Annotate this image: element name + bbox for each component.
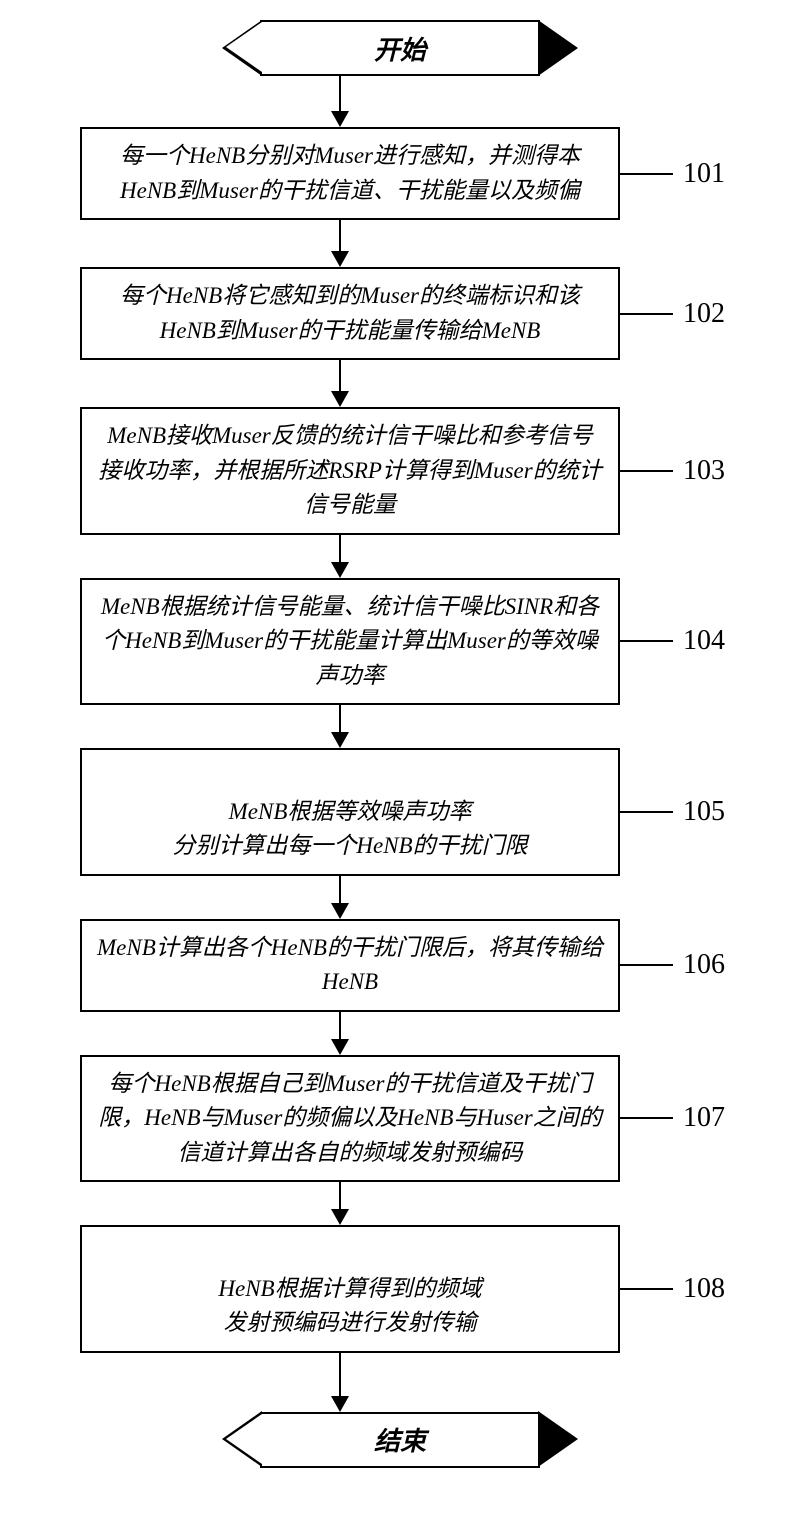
step-label: 102 [683,298,725,330]
process-box: 每个HeNB根据自己到Muser的干扰信道及干扰门限，HeNB与Muser的频偏… [80,1055,620,1183]
process-box: MeNB接收Muser反馈的统计信干噪比和参考信号接收功率，并根据所述RSRP计… [80,407,620,535]
step-label: 101 [683,158,725,190]
start-label: 开始 [374,30,426,67]
process-text: 每个HeNB根据自己到Muser的干扰信道及干扰门限，HeNB与Muser的频偏… [98,1071,601,1165]
label-wrap: 107 [618,1102,725,1134]
process-box: 每一个HeNB分别对Muser进行感知，并测得本HeNB到Muser的干扰信道、… [80,127,620,220]
leader-line [618,313,673,315]
step-108-row: HeNB根据计算得到的频域 发射预编码进行发射传输 108 [10,1225,790,1353]
leader-line [618,964,673,966]
process-box: HeNB根据计算得到的频域 发射预编码进行发射传输 [80,1225,620,1353]
label-wrap: 103 [618,455,725,487]
arrow [331,1012,349,1055]
arrow [331,705,349,748]
process-box: 每个HeNB将它感知到的Muser的终端标识和该HeNB到Muser的干扰能量传… [80,267,620,360]
end-label: 结束 [374,1421,426,1458]
step-106-row: MeNB计算出各个HeNB的干扰门限后，将其传输给HeNB 106 [10,919,790,1012]
step-label: 108 [683,1273,725,1305]
step-104-row: MeNB根据统计信号能量、统计信干噪比SINR和各个HeNB到Muser的干扰能… [10,578,790,706]
arrow [331,535,349,578]
arrow [331,360,349,407]
step-label: 105 [683,796,725,828]
step-101-row: 每一个HeNB分别对Muser进行感知，并测得本HeNB到Muser的干扰信道、… [10,127,790,220]
step-label: 106 [683,949,725,981]
label-wrap: 101 [618,158,725,190]
label-wrap: 102 [618,298,725,330]
step-label: 107 [683,1102,725,1134]
process-text: 每个HeNB将它感知到的Muser的终端标识和该HeNB到Muser的干扰能量传… [120,283,580,343]
leader-line [618,811,673,813]
process-text: MeNB根据统计信号能量、统计信干噪比SINR和各个HeNB到Muser的干扰能… [101,594,599,688]
arrow [331,1182,349,1225]
process-text: HeNB根据计算得到的频域 发射预编码进行发射传输 [218,1276,481,1336]
label-wrap: 104 [618,625,725,657]
label-wrap: 105 [618,796,725,828]
process-box: MeNB根据统计信号能量、统计信干噪比SINR和各个HeNB到Muser的干扰能… [80,578,620,706]
process-box: MeNB根据等效噪声功率 分别计算出每一个HeNB的干扰门限 [80,748,620,876]
flowchart-container: 开始 每一个HeNB分别对Muser进行感知，并测得本HeNB到Muser的干扰… [10,20,790,1468]
arrow [331,1353,349,1412]
step-label: 104 [683,625,725,657]
leader-line [618,1288,673,1290]
arrow [331,220,349,267]
arrow [331,76,349,127]
label-wrap: 108 [618,1273,725,1305]
process-text: MeNB计算出各个HeNB的干扰门限后，将其传输给HeNB [97,935,603,995]
step-107-row: 每个HeNB根据自己到Muser的干扰信道及干扰门限，HeNB与Muser的频偏… [10,1055,790,1183]
arrow [331,876,349,919]
leader-line [618,470,673,472]
leader-line [618,173,673,175]
process-box: MeNB计算出各个HeNB的干扰门限后，将其传输给HeNB [80,919,620,1012]
label-wrap: 106 [618,949,725,981]
start-terminator: 开始 [260,20,540,76]
step-102-row: 每个HeNB将它感知到的Muser的终端标识和该HeNB到Muser的干扰能量传… [10,267,790,360]
end-terminator: 结束 [260,1412,540,1468]
step-105-row: MeNB根据等效噪声功率 分别计算出每一个HeNB的干扰门限 105 [10,748,790,876]
step-label: 103 [683,455,725,487]
leader-line [618,640,673,642]
step-103-row: MeNB接收Muser反馈的统计信干噪比和参考信号接收功率，并根据所述RSRP计… [10,407,790,535]
leader-line [618,1117,673,1119]
process-text: MeNB根据等效噪声功率 分别计算出每一个HeNB的干扰门限 [172,799,527,859]
process-text: MeNB接收Muser反馈的统计信干噪比和参考信号接收功率，并根据所述RSRP计… [98,423,601,517]
process-text: 每一个HeNB分别对Muser进行感知，并测得本HeNB到Muser的干扰信道、… [120,143,580,203]
